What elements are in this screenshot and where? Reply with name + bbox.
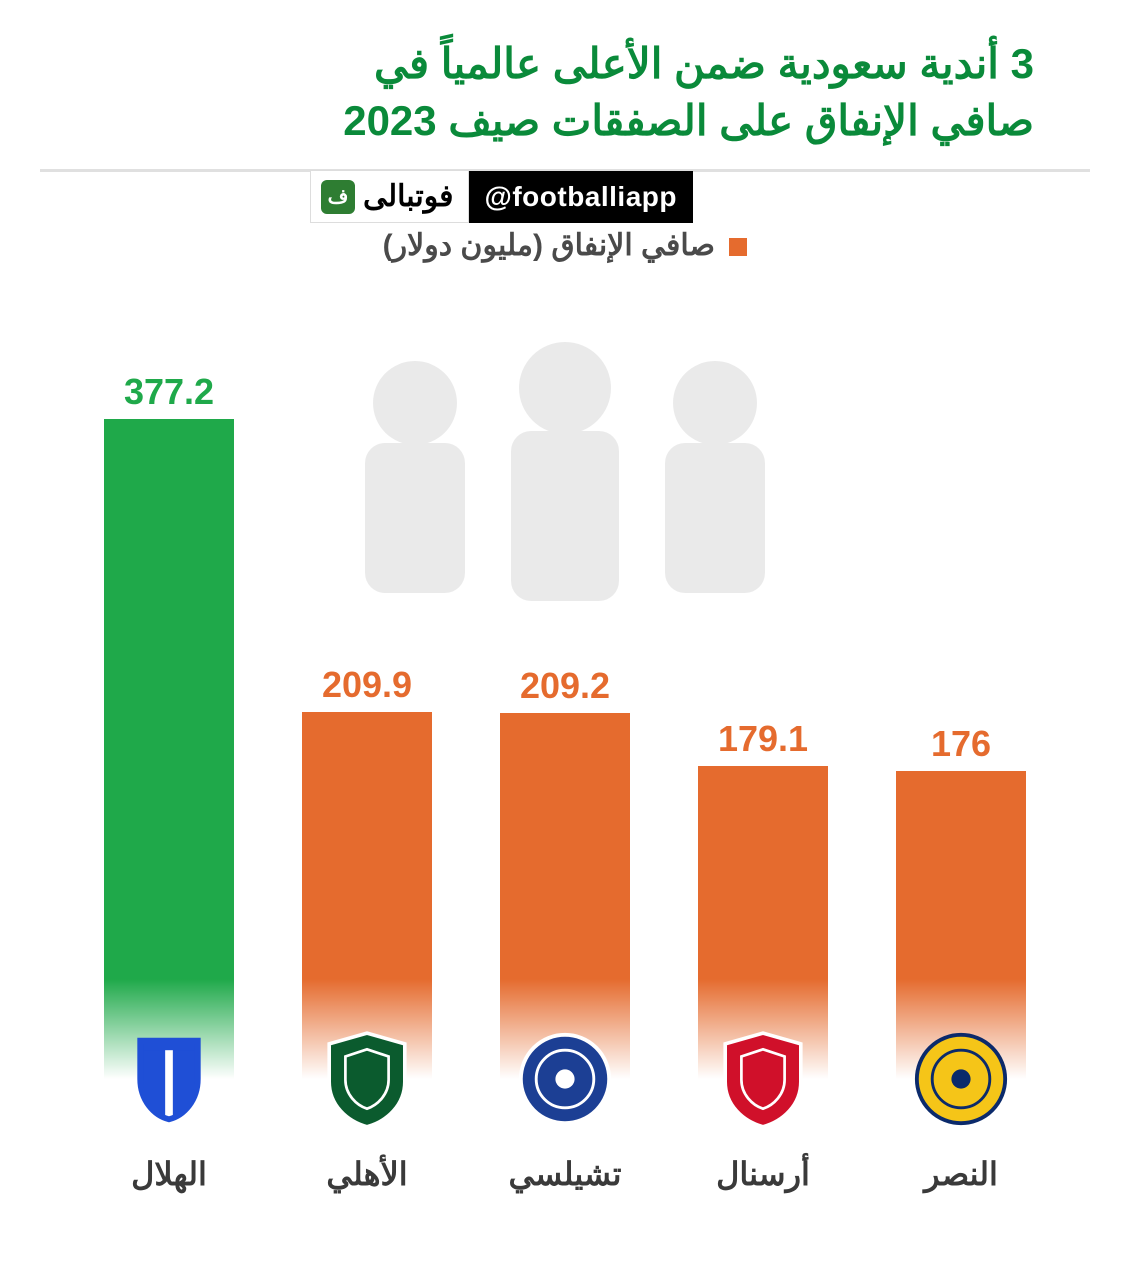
bar-column: 179.1 أرسنال [678,718,848,1193]
watermark-brand: فوتبالی ف [310,170,469,223]
title-line-2: صافي الإنفاق على الصفقات صيف 2023 [343,97,1034,144]
club-logo-nassr [913,1031,1009,1127]
header: 3 أندية سعودية ضمن الأعلى عالمياً في صاف… [40,0,1090,172]
watermark-badge: @footballiapp فوتبالی ف [310,170,693,223]
chart-legend: صافي الإنفاق (مليون دولار) [0,228,1130,263]
club-name-label: الأهلي [326,1155,407,1193]
bar-column: 176 النصر [876,723,1046,1193]
bar-value-label: 209.2 [520,665,610,707]
club-name-label: أرسنال [716,1155,810,1193]
bars-row: 377.2 الهلال 209.9 الأهلي 209.2 [70,313,1060,1193]
bar-value-label: 176 [931,723,991,765]
bar-column: 209.9 الأهلي [282,664,452,1193]
bar [302,712,432,1079]
bar-value-label: 377.2 [124,371,214,413]
club-logo-arsenal [715,1031,811,1127]
club-name-label: النصر [924,1155,998,1193]
title-line-1: 3 أندية سعودية ضمن الأعلى عالمياً في [374,40,1034,87]
club-name-label: الهلال [131,1155,207,1193]
bar-column: 209.2 تشيلسي [480,665,650,1193]
legend-swatch [729,238,747,256]
bar [500,713,630,1079]
bar-chart: 377.2 الهلال 209.9 الأهلي 209.2 [70,313,1060,1193]
football-app-icon: ف [321,180,355,214]
club-name-label: تشيلسي [509,1155,622,1193]
bar-value-label: 209.9 [322,664,412,706]
watermark-brand-text: فوتبالی [363,179,454,214]
club-logo-hilal [121,1031,217,1127]
page-title: 3 أندية سعودية ضمن الأعلى عالمياً في صاف… [96,36,1034,149]
bar [104,419,234,1079]
bar-column: 377.2 الهلال [84,371,254,1193]
legend-label: صافي الإنفاق (مليون دولار) [383,229,715,262]
watermark-handle: @footballiapp [469,171,693,223]
club-logo-chelsea [517,1031,613,1127]
club-logo-ahli [319,1031,415,1127]
bar-value-label: 179.1 [718,718,808,760]
